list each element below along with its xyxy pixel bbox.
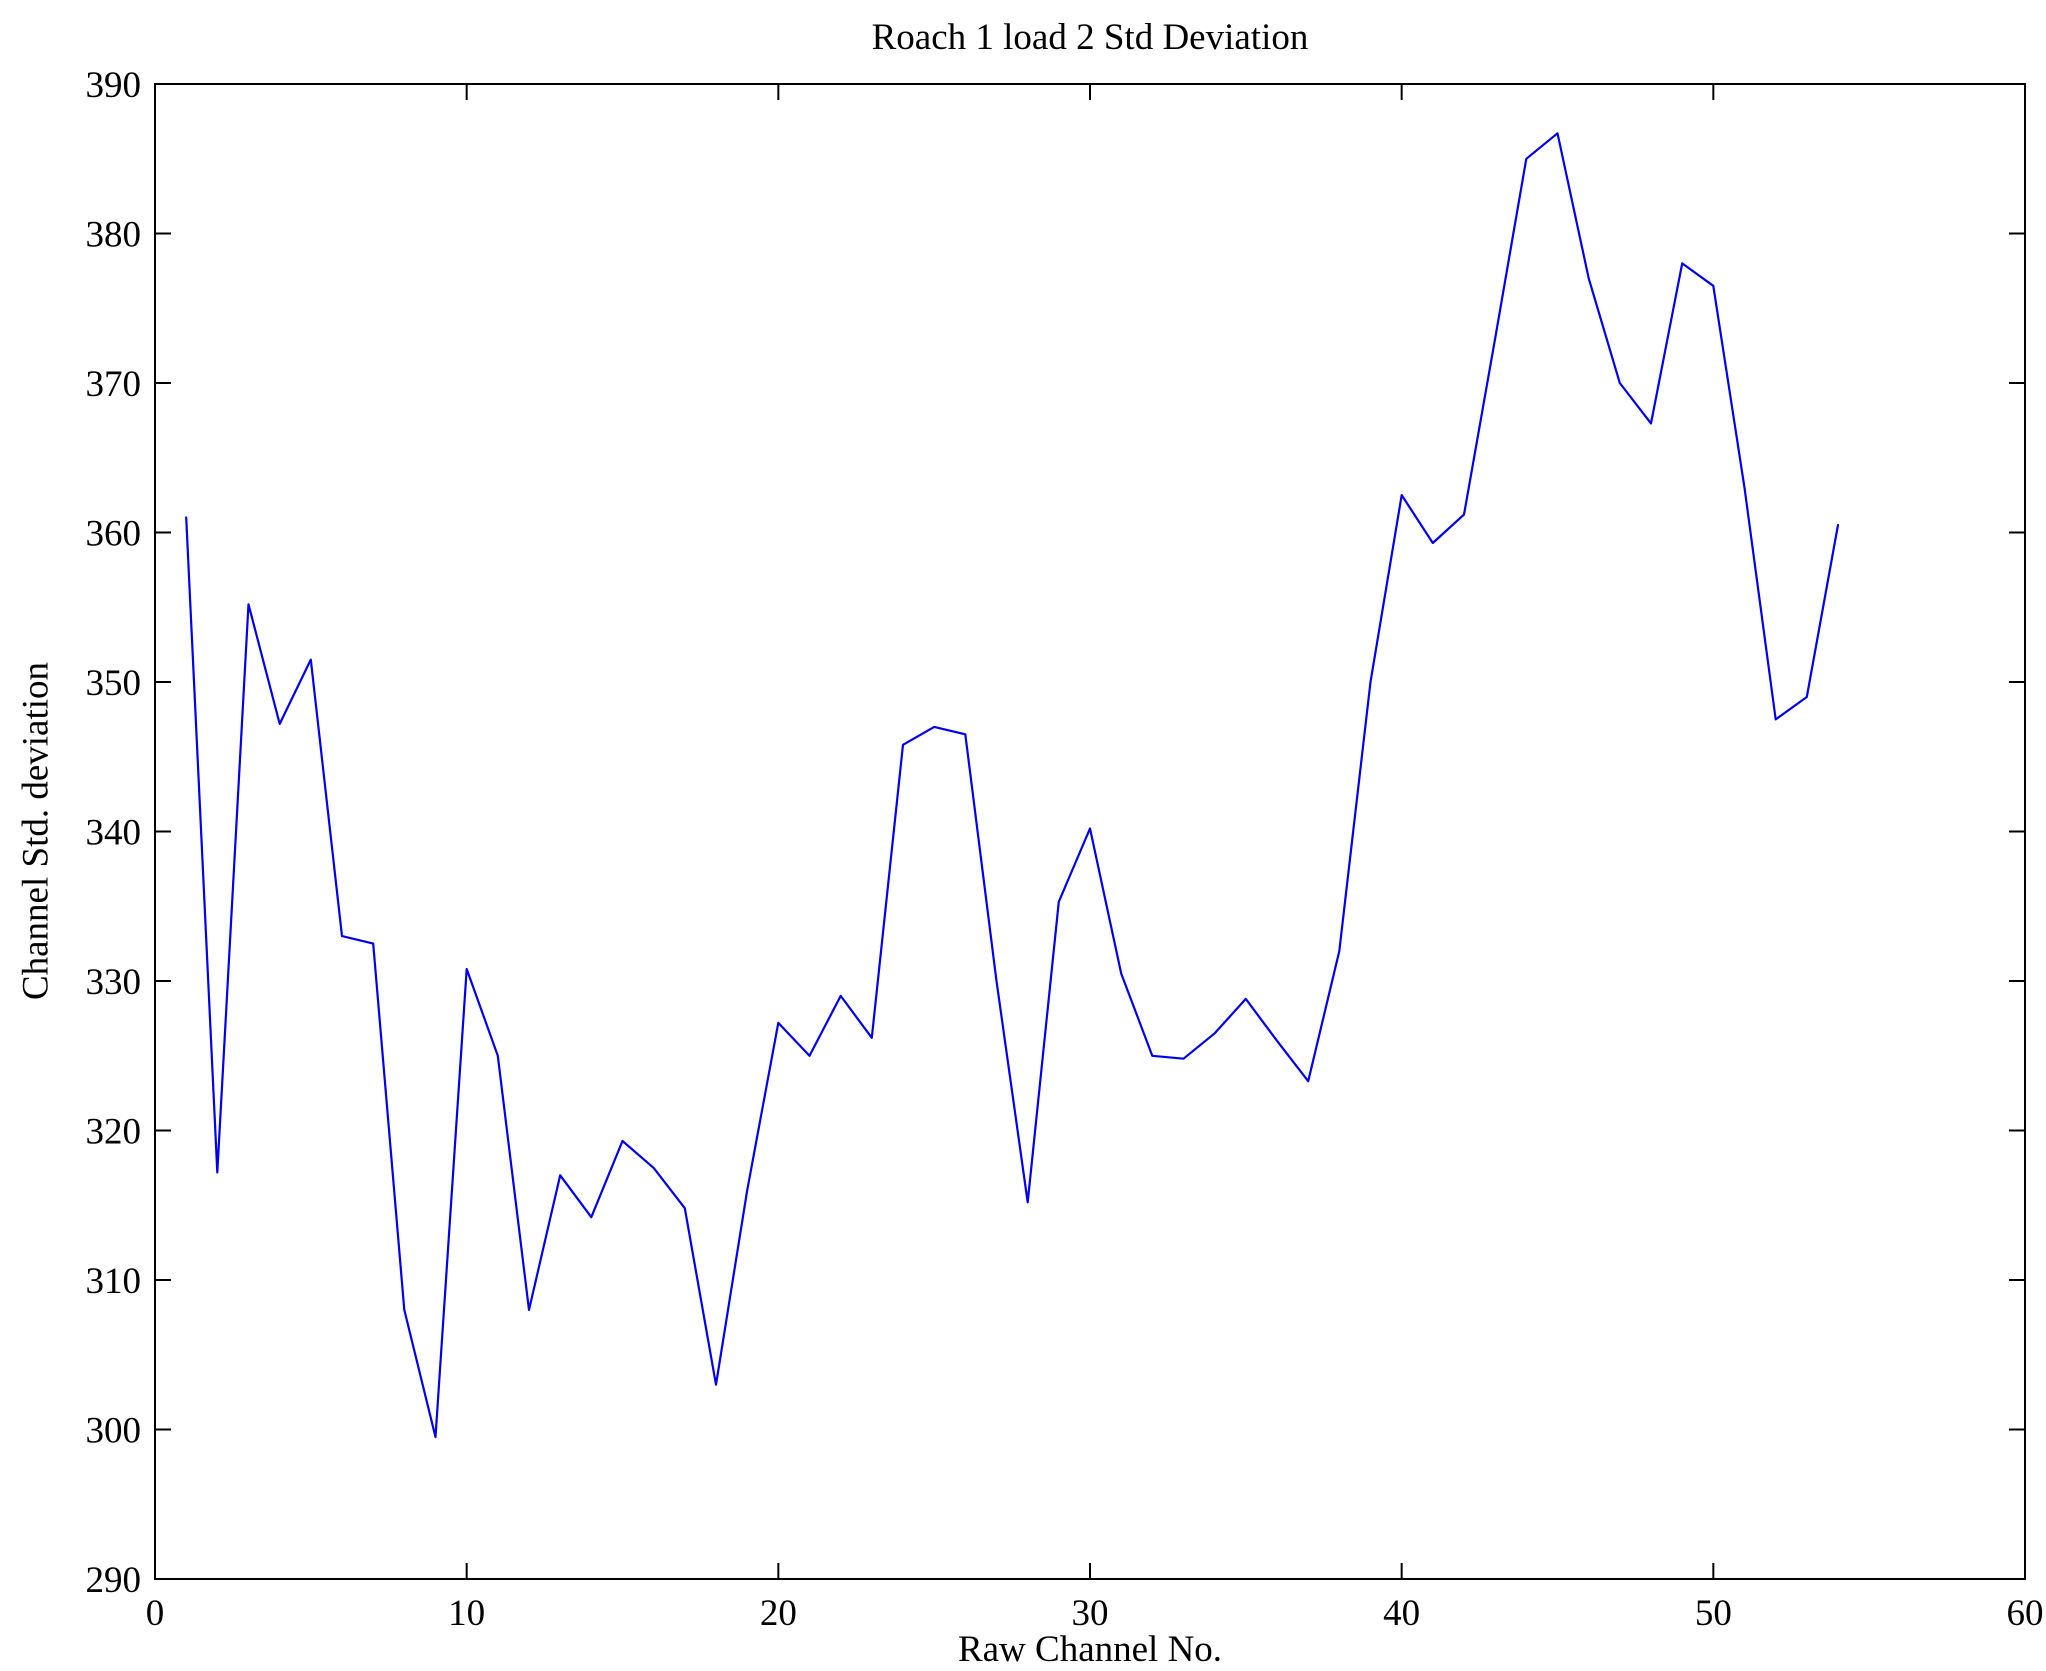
chart-title: Roach 1 load 2 Std Deviation bbox=[871, 17, 1309, 58]
x-tick-label: 50 bbox=[1695, 1593, 1732, 1634]
y-tick-label: 390 bbox=[86, 65, 142, 106]
y-tick-label: 330 bbox=[86, 962, 142, 1003]
x-tick-label: 30 bbox=[1072, 1593, 1109, 1634]
x-tick-label: 60 bbox=[2007, 1593, 2044, 1634]
y-tick-label: 360 bbox=[86, 514, 142, 555]
y-tick-label: 380 bbox=[86, 215, 142, 256]
y-tick-label: 370 bbox=[86, 364, 142, 405]
x-tick-label: 20 bbox=[760, 1593, 797, 1634]
y-tick-label: 300 bbox=[86, 1411, 142, 1452]
x-axis-label: Raw Channel No. bbox=[957, 1629, 1223, 1670]
data-line bbox=[185, 132, 1840, 1439]
y-tick-label: 350 bbox=[86, 663, 142, 704]
y-tick-label: 340 bbox=[86, 813, 142, 854]
x-tick-label: 0 bbox=[146, 1593, 165, 1634]
y-tick-label: 290 bbox=[86, 1560, 142, 1601]
y-tick-label: 320 bbox=[86, 1112, 142, 1153]
x-tick-label: 10 bbox=[448, 1593, 485, 1634]
y-tick-label: 310 bbox=[86, 1261, 142, 1302]
x-tick-label: 40 bbox=[1383, 1593, 1420, 1634]
